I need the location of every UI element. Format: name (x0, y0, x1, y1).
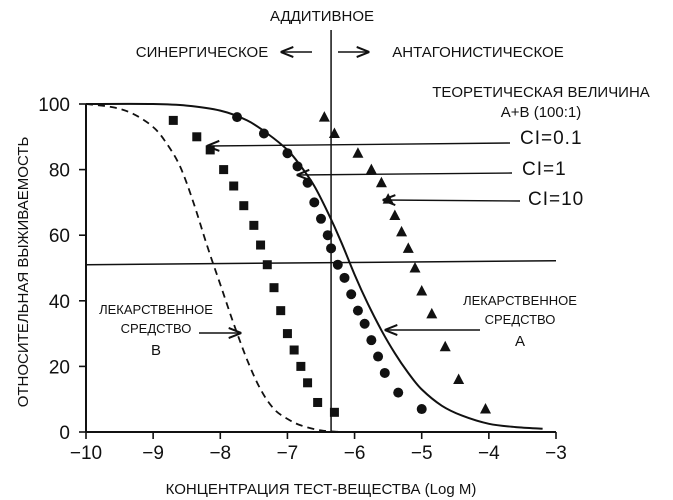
point-triangle (416, 284, 428, 296)
drug-b-label-line1: ЛЕКАРСТВЕННОЕ (99, 302, 213, 317)
drug-a-label-line3: A (515, 333, 525, 350)
x-axis-title: КОНЦЕНТРАЦИЯ ТЕСТ-ВЕЩЕСТВА (Log M) (166, 481, 477, 498)
point-circle (373, 351, 384, 362)
point-square (219, 165, 229, 175)
point-circle (366, 335, 377, 346)
point-circle (393, 387, 404, 398)
point-triangle (426, 307, 438, 319)
ci-10-label: CI=10 (528, 189, 584, 210)
point-circle (379, 367, 390, 378)
x-tick-label: −9 (142, 443, 164, 464)
point-circle (416, 404, 427, 415)
point-circle (292, 161, 303, 172)
point-square (296, 361, 306, 371)
point-square (256, 240, 266, 250)
point-circle (352, 305, 363, 316)
drug-b-label-line3: B (151, 342, 161, 359)
x-tick-label: −4 (478, 443, 500, 464)
point-circle (339, 272, 350, 283)
point-circle (332, 259, 343, 270)
ci-1-label: CI=1 (522, 159, 567, 180)
x-tick-label: −7 (277, 443, 299, 464)
point-triangle (402, 242, 414, 253)
point-square (269, 283, 279, 293)
point-square (229, 181, 239, 191)
point-circle (326, 243, 337, 254)
point-triangle (396, 225, 408, 237)
additive-label: АДДИТИВНОЕ (270, 8, 374, 25)
x-tick-label: −6 (344, 443, 366, 464)
x-ticks: −10 −9 −8 −7 −6 −5 −4 −3 (70, 432, 567, 464)
y-axis-title: ОТНОСИТЕЛЬНАЯ ВЫЖИВАЕМОСТЬ (15, 137, 32, 408)
point-square (313, 397, 323, 407)
point-square (303, 378, 313, 388)
drug-a-solid-curve (85, 102, 543, 430)
x-tick-label: −3 (545, 443, 567, 464)
x-tick-label: −8 (209, 443, 231, 464)
drug-b-label-line2: СРЕДСТВО (121, 321, 192, 336)
point-square (329, 407, 339, 417)
drug-a-label-line2: СРЕДСТВО (485, 312, 556, 327)
point-circle (322, 230, 333, 241)
point-square (249, 220, 259, 230)
ci-1-pointer (298, 173, 513, 175)
drug-b-dashed-curve (85, 103, 342, 433)
point-square (205, 145, 215, 155)
point-triangle (439, 340, 451, 352)
y-tick-label: 40 (49, 292, 70, 313)
point-circle (258, 128, 269, 139)
point-square (239, 201, 249, 211)
point-circle (359, 318, 370, 329)
reference-lines (85, 30, 557, 432)
point-triangle (389, 209, 401, 221)
point-square (282, 329, 292, 339)
ci-0-1-label: CI=0.1 (520, 128, 583, 149)
x-tick-label: −10 (70, 443, 102, 464)
point-triangle (409, 262, 421, 273)
point-circle (232, 112, 243, 123)
point-circle (346, 289, 357, 300)
synergy-label: СИНЕРГИЧЕСКОЕ (136, 44, 268, 61)
antagonism-label: АНТАГОНИСТИЧЕСКОЕ (392, 44, 563, 61)
point-square (168, 115, 178, 125)
point-triangle (318, 111, 330, 122)
axes (85, 104, 556, 433)
point-square (262, 260, 272, 270)
ci-10-pointer (384, 200, 521, 201)
theoretical-label-line1: ТЕОРЕТИЧЕСКАЯ ВЕЛИЧИНА (432, 84, 650, 101)
point-square (289, 345, 299, 355)
drug-a-label-line1: ЛЕКАРСТВЕННОЕ (463, 293, 577, 308)
point-triangle (328, 127, 340, 139)
point-triangle (375, 176, 387, 188)
point-circle (316, 213, 326, 224)
point-square (276, 306, 286, 316)
y-tick-label: 60 (49, 226, 70, 247)
point-circle (309, 197, 320, 208)
y-tick-label: 0 (59, 423, 70, 444)
theoretical-label-line2: A+B (100:1) (501, 104, 581, 121)
y-tick-label: 100 (38, 95, 70, 116)
point-triangle (352, 147, 364, 158)
x-tick-label: −5 (411, 443, 433, 464)
point-circle (282, 148, 293, 159)
ci-0-1-pointer (208, 143, 511, 146)
point-square (192, 132, 202, 142)
point-triangle (382, 193, 394, 204)
y-tick-label: 80 (49, 161, 70, 182)
y-tick-label: 20 (49, 357, 70, 378)
series-ci-0-1-squares (168, 115, 339, 417)
point-circle (302, 177, 313, 188)
point-triangle (480, 403, 491, 414)
point-triangle (453, 373, 465, 385)
point-triangle (365, 163, 377, 175)
y-ticks: 0 20 40 60 80 100 (38, 95, 86, 444)
series-ci-1-circles (232, 112, 427, 415)
reference-line-50 (85, 259, 557, 266)
